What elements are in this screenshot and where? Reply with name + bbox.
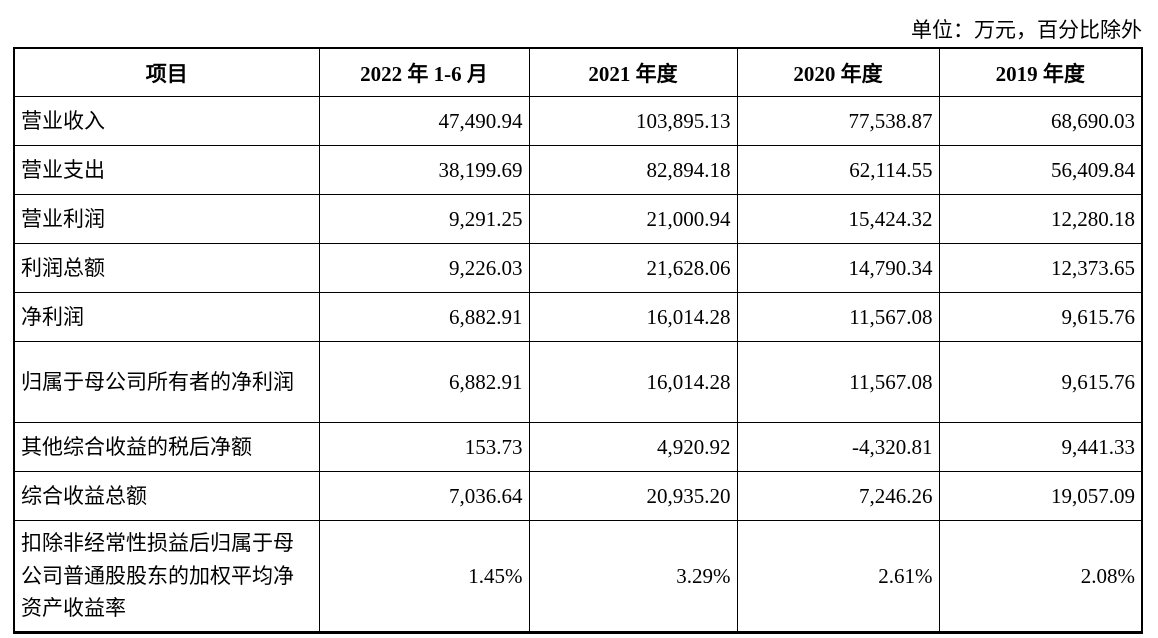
row-label: 营业利润 [13,194,320,244]
value-cell: 21,000.94 [528,194,738,244]
row-label: 归属于母公司所有者的净利润 [13,341,320,423]
value-cell: 47,490.94 [318,96,530,146]
column-header: 2020 年度 [736,47,940,97]
value-cell: 6,882.91 [318,292,530,342]
column-header: 2021 年度 [528,47,738,97]
value-cell: 11,567.08 [736,292,940,342]
row-label: 其他综合收益的税后净额 [13,422,320,472]
value-cell: 1.45% [318,520,530,634]
table-row: 归属于母公司所有者的净利润 6,882.91 16,014.28 11,567.08 9… [13,341,1143,423]
value-cell: 12,280.18 [938,194,1143,244]
column-header: 项目 [13,47,320,97]
value-cell: 103,895.13 [528,96,738,146]
table-row: 营业利润 9,291.25 21,000.94 15,424.32 12,280.18 [13,194,1143,244]
value-cell: 19,057.09 [938,471,1143,521]
column-header: 2019 年度 [938,47,1143,97]
value-cell: 9,615.76 [938,341,1143,423]
value-cell: 38,199.69 [318,145,530,195]
value-cell: 2.08% [938,520,1143,634]
row-label: 营业收入 [13,96,320,146]
value-cell: 68,690.03 [938,96,1143,146]
row-label: 综合收益总额 [13,471,320,521]
table-row: 利润总额 9,226.03 21,628.06 14,790.34 12,373.65 [13,243,1143,293]
column-header: 2022 年 1-6 月 [318,47,530,97]
table-row: 净利润 6,882.91 16,014.28 11,567.08 9,615.76 [13,292,1143,342]
value-cell: 9,615.76 [938,292,1143,342]
unit-note: 单位：万元，百分比除外 [911,18,1142,42]
table-row: 其他综合收益的税后净额 153.73 4,920.92 -4,320.81 9,441.… [13,422,1143,472]
value-cell: 82,894.18 [528,145,738,195]
value-cell: 9,291.25 [318,194,530,244]
value-cell: 20,935.20 [528,471,738,521]
value-cell: 12,373.65 [938,243,1143,293]
value-cell: 16,014.28 [528,292,738,342]
value-cell: 21,628.06 [528,243,738,293]
table-row: 营业收入 47,490.94 103,895.13 77,538.87 68,690.0… [13,96,1143,146]
row-label: 营业支出 [13,145,320,195]
row-label: 净利润 [13,292,320,342]
financial-summary-table: 项目 2022 年 1-6 月 2021 年度 2020 年度 2019 年度 营业收入… [13,47,1143,634]
value-cell: 2.61% [736,520,940,634]
value-cell: 3.29% [528,520,738,634]
table-body: 营业收入 47,490.94 103,895.13 77,538.87 68,690.0… [13,96,1143,634]
value-cell: 11,567.08 [736,341,940,423]
value-cell: 9,226.03 [318,243,530,293]
row-label: 利润总额 [13,243,320,293]
header-row: 项目 2022 年 1-6 月 2021 年度 2020 年度 2019 年度 [13,47,1143,97]
value-cell: 153.73 [318,422,530,472]
value-cell: 9,441.33 [938,422,1143,472]
table-row: 扣除非经常性损益后归属于母公司普通股股东的加权平均净资产收益率 1.45% 3.29… [13,520,1143,634]
table-row: 营业支出 38,199.69 82,894.18 62,114.55 56,409.84 [13,145,1143,195]
value-cell: 4,920.92 [528,422,738,472]
value-cell: 16,014.28 [528,341,738,423]
value-cell: 7,246.26 [736,471,940,521]
value-cell: -4,320.81 [736,422,940,472]
table-row: 综合收益总额 7,036.64 20,935.20 7,246.26 19,057.09 [13,471,1143,521]
value-cell: 15,424.32 [736,194,940,244]
value-cell: 77,538.87 [736,96,940,146]
value-cell: 7,036.64 [318,471,530,521]
value-cell: 56,409.84 [938,145,1143,195]
value-cell: 6,882.91 [318,341,530,423]
value-cell: 62,114.55 [736,145,940,195]
row-label: 扣除非经常性损益后归属于母公司普通股股东的加权平均净资产收益率 [13,520,320,634]
value-cell: 14,790.34 [736,243,940,293]
